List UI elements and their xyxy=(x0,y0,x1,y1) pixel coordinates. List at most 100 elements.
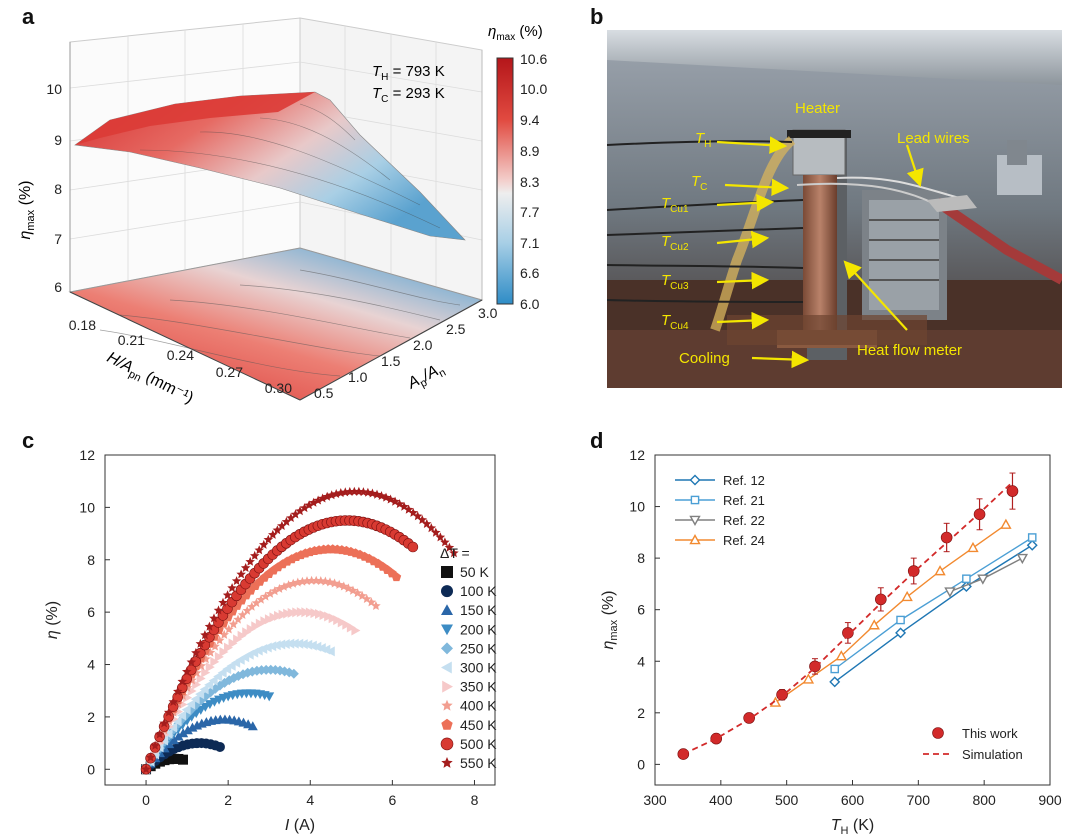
data-point xyxy=(1016,553,1029,565)
data-point xyxy=(426,523,437,533)
legend-label: 500 K xyxy=(460,736,497,752)
data-point xyxy=(205,662,215,673)
legend-marker xyxy=(441,757,453,768)
data-point xyxy=(204,621,215,631)
data-point xyxy=(287,607,297,618)
h-tick-label: 0.30 xyxy=(265,380,292,396)
colorbar-tick: 7.1 xyxy=(520,235,540,251)
data-point xyxy=(254,545,264,555)
data-point xyxy=(842,627,854,639)
data-point xyxy=(829,676,841,688)
data-point xyxy=(280,638,290,649)
data-point xyxy=(182,725,193,735)
y-tick-label: 2 xyxy=(87,709,95,725)
label-tcu2: TCu2 xyxy=(661,233,689,253)
panel-label-d: d xyxy=(590,428,604,453)
data-point xyxy=(296,607,306,618)
data-point xyxy=(262,642,272,653)
legend-marker xyxy=(441,585,453,598)
series-line xyxy=(834,536,1033,670)
data-point xyxy=(1026,539,1038,551)
data-point xyxy=(247,601,257,611)
y-tick-label: 4 xyxy=(637,653,645,669)
y-tick-label: 12 xyxy=(629,447,645,463)
data-point xyxy=(270,665,281,676)
data-point xyxy=(901,590,913,602)
data-point xyxy=(251,621,261,632)
y-tick-label: 8 xyxy=(637,550,645,566)
data-point xyxy=(315,608,325,619)
data-point xyxy=(289,638,299,649)
ap-tick-label: 2.5 xyxy=(446,321,466,337)
data-point xyxy=(213,671,223,682)
data-point xyxy=(172,716,182,727)
data-point xyxy=(260,616,270,627)
series-300K xyxy=(141,638,335,775)
legend-title: ΔT = xyxy=(440,545,470,561)
z-axis-label: ηmax (%) xyxy=(17,181,37,240)
y-tick-label: 12 xyxy=(79,447,95,463)
label-lead-wires: Lead wires xyxy=(897,130,970,147)
label-tc: TC xyxy=(691,173,708,193)
panel-label-c: c xyxy=(22,428,35,453)
data-point xyxy=(417,515,427,524)
data-point xyxy=(303,639,313,650)
data-point xyxy=(240,563,251,572)
data-point xyxy=(222,590,233,600)
x-axis-label: TH (K) xyxy=(831,817,875,835)
data-point xyxy=(290,509,301,519)
series-line xyxy=(834,544,1033,683)
series-Ref24 xyxy=(769,518,1012,707)
data-point xyxy=(264,692,275,702)
y-tick-label: 6 xyxy=(87,604,95,620)
legend-label: 350 K xyxy=(460,679,497,695)
data-point xyxy=(245,556,255,566)
data-point xyxy=(274,583,285,593)
legend-label: Ref. 22 xyxy=(723,513,765,528)
data-point xyxy=(159,718,169,728)
ap-tick-label: 1.0 xyxy=(348,369,368,385)
data-point xyxy=(281,516,292,526)
ap-tick-label: 2.0 xyxy=(413,337,433,353)
data-point xyxy=(168,722,178,733)
data-point xyxy=(264,614,274,625)
data-point xyxy=(267,641,277,652)
data-point xyxy=(408,507,418,517)
legend-marker xyxy=(932,727,944,739)
data-point xyxy=(210,656,220,667)
legend-marker xyxy=(689,474,701,486)
data-point xyxy=(376,491,387,500)
data-point xyxy=(200,630,210,640)
data-point xyxy=(209,613,219,623)
data-point xyxy=(210,641,220,651)
data-point xyxy=(444,542,455,552)
x-tick-label: 4 xyxy=(306,792,314,808)
data-point xyxy=(242,605,252,615)
annotation-tc: TC = 293 K xyxy=(372,85,445,105)
legend-marker xyxy=(690,495,700,505)
data-point xyxy=(182,666,192,676)
z-tick-label: 10 xyxy=(46,81,62,97)
data-point xyxy=(743,712,755,724)
data-point xyxy=(259,539,269,549)
legend-marker xyxy=(441,699,453,711)
data-point xyxy=(346,622,356,633)
colorbar-tick: 9.4 xyxy=(520,112,540,128)
data-point xyxy=(328,613,338,624)
data-point xyxy=(227,583,237,593)
colorbar-tick: 7.7 xyxy=(520,204,540,220)
series-Ref12 xyxy=(829,539,1038,688)
data-point xyxy=(304,500,314,510)
data-point xyxy=(269,612,279,623)
ap-axis-label: Ap/An xyxy=(404,360,448,396)
data-point xyxy=(896,615,905,625)
data-point xyxy=(391,572,402,582)
data-point xyxy=(265,588,275,598)
data-point xyxy=(233,614,243,624)
data-point xyxy=(263,534,274,544)
x-tick-label: 600 xyxy=(841,792,865,808)
data-point xyxy=(292,607,302,618)
data-point xyxy=(449,548,459,558)
data-point xyxy=(163,707,174,717)
data-point xyxy=(934,565,946,576)
